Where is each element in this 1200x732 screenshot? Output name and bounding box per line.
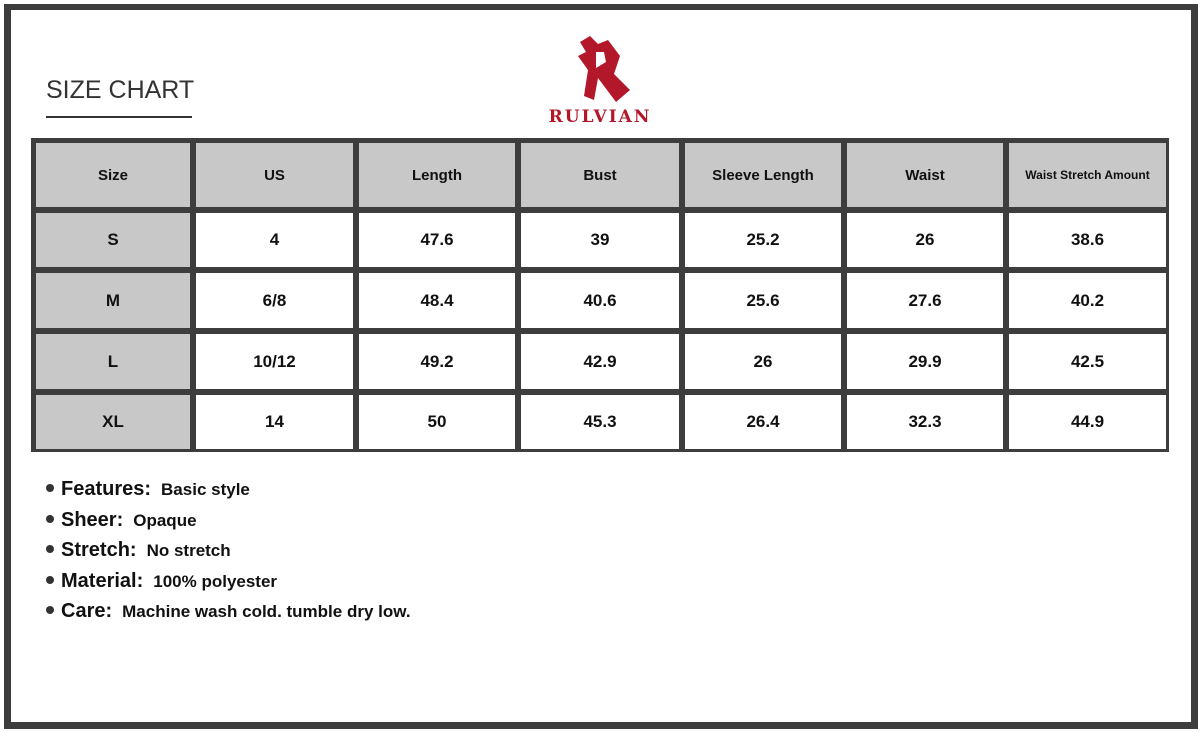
table-cell: 45.3 — [521, 395, 679, 449]
header-cell: US — [196, 143, 353, 207]
table-cell: 4 — [196, 213, 353, 267]
bullet-icon — [46, 575, 54, 584]
note-label: Sheer: — [61, 508, 124, 531]
note-item: Features: Basic style — [46, 478, 411, 509]
brand-r-logo-icon — [578, 36, 630, 102]
bullet-icon — [46, 545, 54, 553]
table-cell: 10/12 — [196, 334, 353, 389]
note-item: Material: 100% polyester — [46, 570, 411, 601]
note-value: Machine wash cold. tumble dry low. — [122, 602, 411, 621]
table-cell: 6/8 — [196, 273, 353, 328]
note-value: Basic style — [161, 480, 250, 499]
header-cell: Sleeve Length — [685, 143, 841, 207]
size-label-cell: L — [36, 334, 190, 389]
header-cell: Length — [359, 143, 515, 207]
note-label: Material: — [61, 569, 144, 592]
table-cell: 26 — [685, 334, 841, 389]
table-cell: 50 — [359, 395, 515, 449]
brand-name: RULVIAN — [548, 107, 652, 127]
title-underline — [46, 116, 192, 118]
note-item: Sheer: Opaque — [46, 509, 411, 540]
table-cell: 25.6 — [685, 273, 841, 328]
bullet-icon — [46, 484, 54, 492]
header-cell: Waist — [847, 143, 1003, 207]
table-cell: 38.6 — [1009, 213, 1166, 267]
note-label: Care: — [61, 600, 113, 622]
bullet-icon — [46, 514, 54, 523]
brand-logo: RULVIAN — [538, 34, 662, 127]
page-title: SIZE CHART — [46, 76, 195, 104]
table-cell: 40.2 — [1009, 273, 1166, 328]
table-cell: 32.3 — [847, 395, 1003, 449]
note-item: Stretch: No stretch — [46, 539, 411, 570]
note-label: Stretch: — [61, 539, 137, 561]
product-notes: Features: Basic style Sheer: Opaque Stretch:… — [46, 478, 411, 631]
table-cell: 27.6 — [847, 273, 1003, 328]
note-value: Opaque — [133, 510, 197, 530]
table-cell: 47.6 — [359, 213, 515, 267]
note-value: 100% polyester — [153, 571, 278, 591]
table-cell: 25.2 — [685, 213, 841, 267]
header-cell: Bust — [521, 143, 679, 207]
size-label-cell: M — [36, 273, 190, 328]
note-value: No stretch — [146, 541, 231, 560]
note-label: Features: — [61, 478, 152, 500]
table-cell: 48.4 — [359, 273, 515, 328]
table-cell: 26.4 — [685, 395, 841, 449]
table-cell: 42.9 — [521, 334, 679, 389]
table-cell: 26 — [847, 213, 1003, 267]
table-cell: 14 — [196, 395, 353, 449]
size-table: Size US Length Bust Sleeve Length Waist Waist … — [31, 138, 1169, 452]
note-item: Care: Machine wash cold. tumble dry low. — [46, 600, 411, 631]
table-cell: 29.9 — [847, 334, 1003, 389]
table-cell: 49.2 — [359, 334, 515, 389]
table-cell: 44.9 — [1009, 395, 1166, 449]
header-cell: Waist Stretch Amount — [1009, 143, 1166, 207]
table-cell: 42.5 — [1009, 334, 1166, 389]
table-cell: 39 — [521, 213, 679, 267]
size-label-cell: S — [36, 213, 190, 267]
size-label-cell: XL — [36, 395, 190, 449]
bullet-icon — [46, 606, 54, 614]
table-cell: 40.6 — [521, 273, 679, 328]
header-cell: Size — [36, 143, 190, 207]
